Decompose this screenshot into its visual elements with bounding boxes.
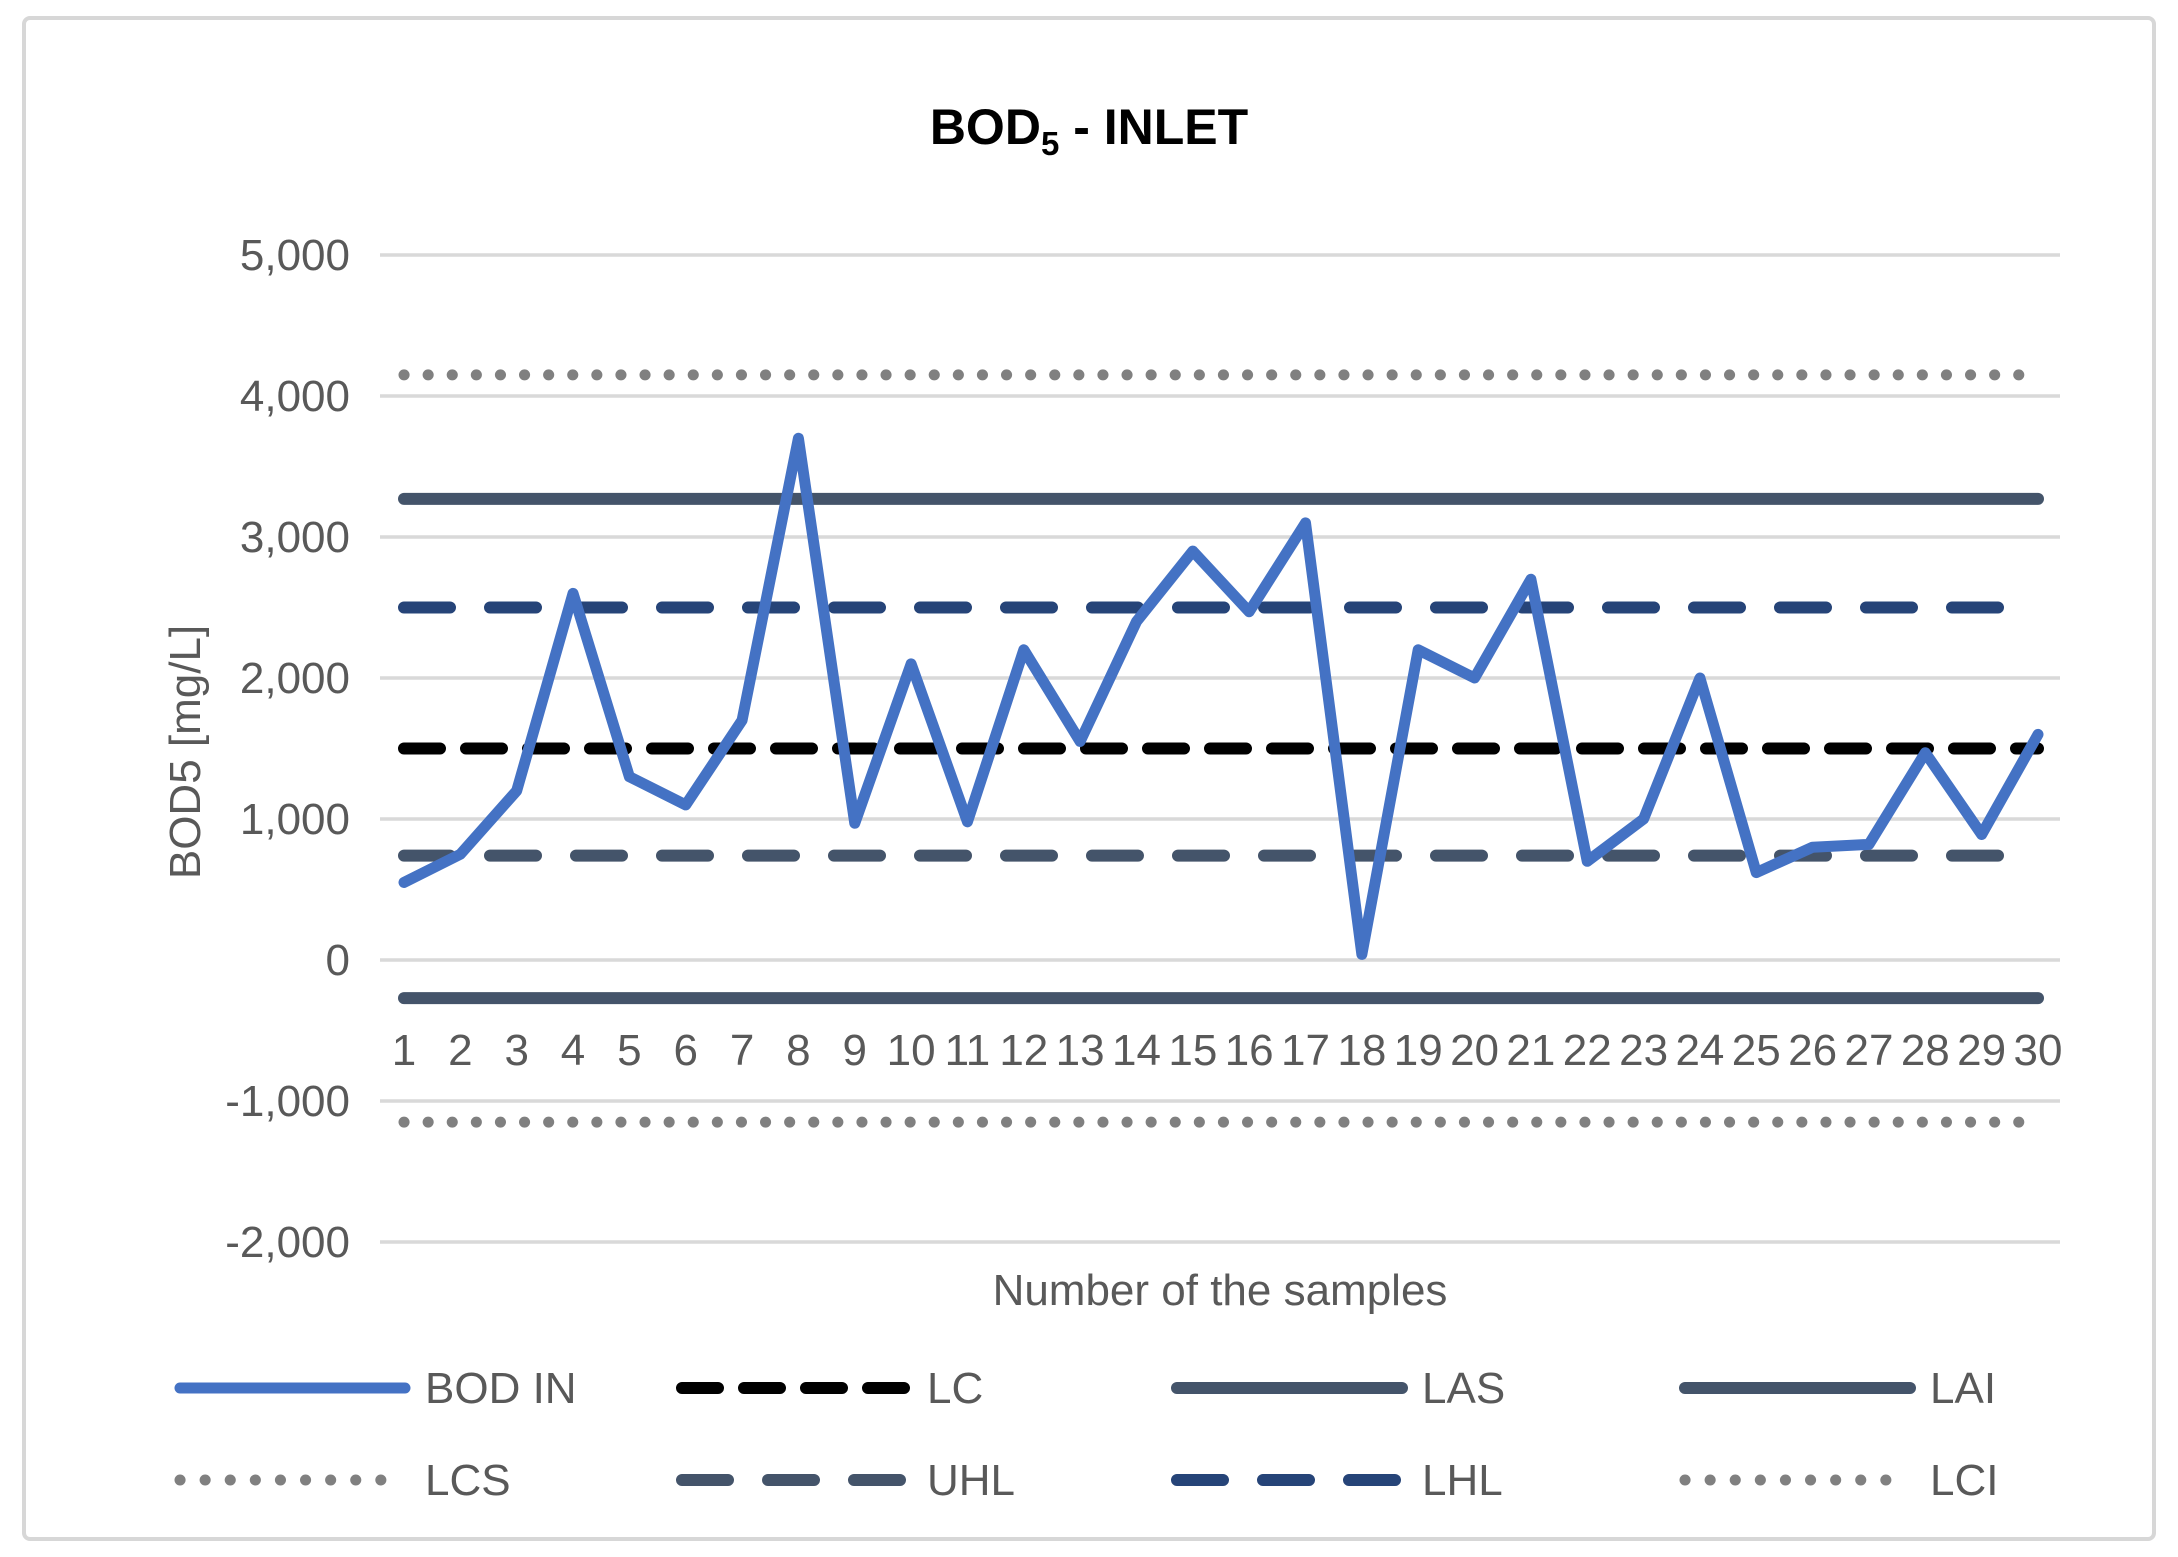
chart-title-subscript: 5 [1040, 125, 1060, 162]
y-axis-tick-label: 1,000 [240, 795, 350, 844]
y-axis-tick-label: -1,000 [225, 1077, 350, 1126]
x-axis-tick-label: 2 [448, 1026, 472, 1075]
chart-title-main: BOD [929, 99, 1041, 155]
x-axis-tick-label: 23 [1619, 1026, 1668, 1075]
y-axis-tick-label: 3,000 [240, 513, 350, 562]
y-axis-tick-label: 2,000 [240, 654, 350, 703]
x-axis-tick-label: 15 [1168, 1026, 1217, 1075]
x-axis-tick-label: 26 [1788, 1026, 1837, 1075]
x-axis-tick-label: 11 [945, 1026, 991, 1075]
legend-label-uhl: UHL [927, 1456, 1015, 1505]
legend-label-lcs: LCS [425, 1456, 511, 1505]
x-axis-tick-label: 5 [617, 1026, 641, 1075]
x-axis-tick-label: 9 [843, 1026, 867, 1075]
x-axis-tick-label: 24 [1675, 1026, 1724, 1075]
x-axis-tick-label: 4 [561, 1026, 585, 1075]
x-axis-tick-label: 29 [1957, 1026, 2006, 1075]
x-axis-tick-label: 12 [999, 1026, 1048, 1075]
x-axis-tick-label: 10 [887, 1026, 936, 1075]
legend-label-lc: LC [927, 1364, 983, 1413]
x-axis-title: Number of the samples [993, 1266, 1448, 1315]
legend-label-bod-in: BOD IN [425, 1364, 577, 1413]
x-axis-tick-label: 3 [504, 1026, 528, 1075]
chart-border [22, 16, 2156, 1541]
x-axis-tick-label: 20 [1450, 1026, 1499, 1075]
x-axis-tick-label: 1 [392, 1026, 416, 1075]
y-axis-title: BOD5 [mg/L] [161, 625, 210, 879]
x-axis-tick-label: 6 [673, 1026, 697, 1075]
y-axis-tick-label: 5,000 [240, 231, 350, 280]
legend-label-lci: LCI [1930, 1456, 1998, 1505]
x-axis-tick-label: 25 [1732, 1026, 1781, 1075]
x-axis-tick-label: 30 [2014, 1026, 2063, 1075]
x-axis-tick-label: 27 [1844, 1026, 1893, 1075]
legend-label-lhl: LHL [1422, 1456, 1503, 1505]
legend-label-lai: LAI [1930, 1364, 1996, 1413]
x-axis-tick-label: 21 [1506, 1026, 1555, 1075]
x-axis-tick-label: 19 [1394, 1026, 1443, 1075]
y-axis-tick-label: 0 [326, 936, 350, 985]
y-axis-tick-label: 4,000 [240, 372, 350, 421]
y-axis-tick-label: -2,000 [225, 1218, 350, 1267]
x-axis-tick-label: 7 [730, 1026, 754, 1075]
chart-title: BOD5 - INLET [0, 98, 2178, 163]
x-axis-tick-label: 22 [1563, 1026, 1612, 1075]
legend-label-las: LAS [1422, 1364, 1505, 1413]
series-line-bod-in [398, 432, 2044, 960]
x-axis-tick-label: 18 [1337, 1026, 1386, 1075]
x-axis-tick-label: 16 [1225, 1026, 1274, 1075]
x-axis-tick-label: 14 [1112, 1026, 1161, 1075]
x-axis-tick-label: 8 [786, 1026, 810, 1075]
chart-title-rest: - INLET [1059, 99, 1249, 155]
x-axis-tick-label: 28 [1901, 1026, 1950, 1075]
x-axis-tick-label: 17 [1281, 1026, 1330, 1075]
x-axis-tick-label: 13 [1056, 1026, 1105, 1075]
